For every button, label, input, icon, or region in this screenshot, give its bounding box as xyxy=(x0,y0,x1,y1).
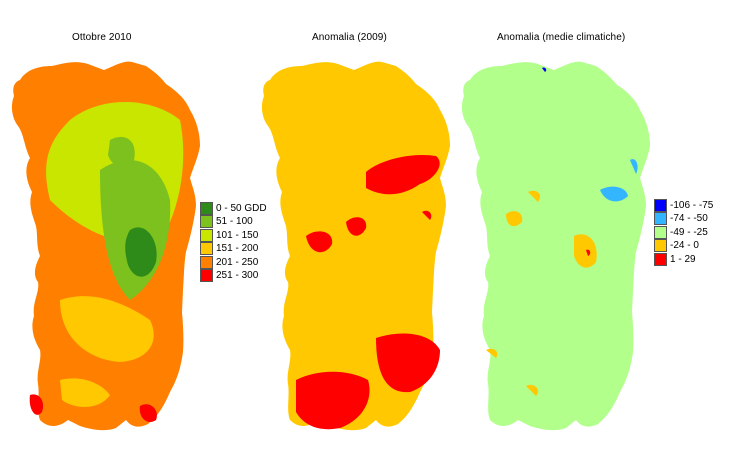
sardinia-anomaly-2009-map xyxy=(261,61,450,431)
legend-swatch xyxy=(200,215,213,229)
map-title: Ottobre 2010 xyxy=(72,32,132,43)
legend-swatch xyxy=(200,255,213,269)
legend-swatch xyxy=(654,212,667,226)
legend-label: 251 - 300 xyxy=(216,269,259,281)
legend-swatch xyxy=(200,242,213,256)
legend-label: -24 - 0 xyxy=(670,240,699,252)
legend-label: 151 - 200 xyxy=(216,243,259,255)
legend-label: 0 - 50 GDD xyxy=(216,203,267,214)
legend-swatch xyxy=(654,225,667,239)
legend-swatch xyxy=(654,239,667,253)
legend-label: -106 - -75 xyxy=(670,200,714,211)
legend-label: 101 - 150 xyxy=(216,229,259,241)
map-title: Anomalia (2009) xyxy=(312,32,387,43)
legend-label: 51 - 100 xyxy=(216,216,253,228)
sardinia-anomaly-climate-map xyxy=(461,61,650,431)
legend-label: 201 - 250 xyxy=(216,256,259,268)
legend-swatch xyxy=(200,202,213,215)
legend-swatch xyxy=(200,268,213,282)
sardinia-gdd-map xyxy=(11,61,201,431)
legend-label: -74 - -50 xyxy=(670,213,708,225)
map-title: Anomalia (medie climatiche) xyxy=(497,32,626,43)
legend-swatch xyxy=(654,252,667,266)
legend-label: -49 - -25 xyxy=(670,226,708,238)
legend-swatch xyxy=(200,228,213,242)
legend-label: 1 - 29 xyxy=(670,253,696,265)
legend-swatch xyxy=(654,199,667,212)
